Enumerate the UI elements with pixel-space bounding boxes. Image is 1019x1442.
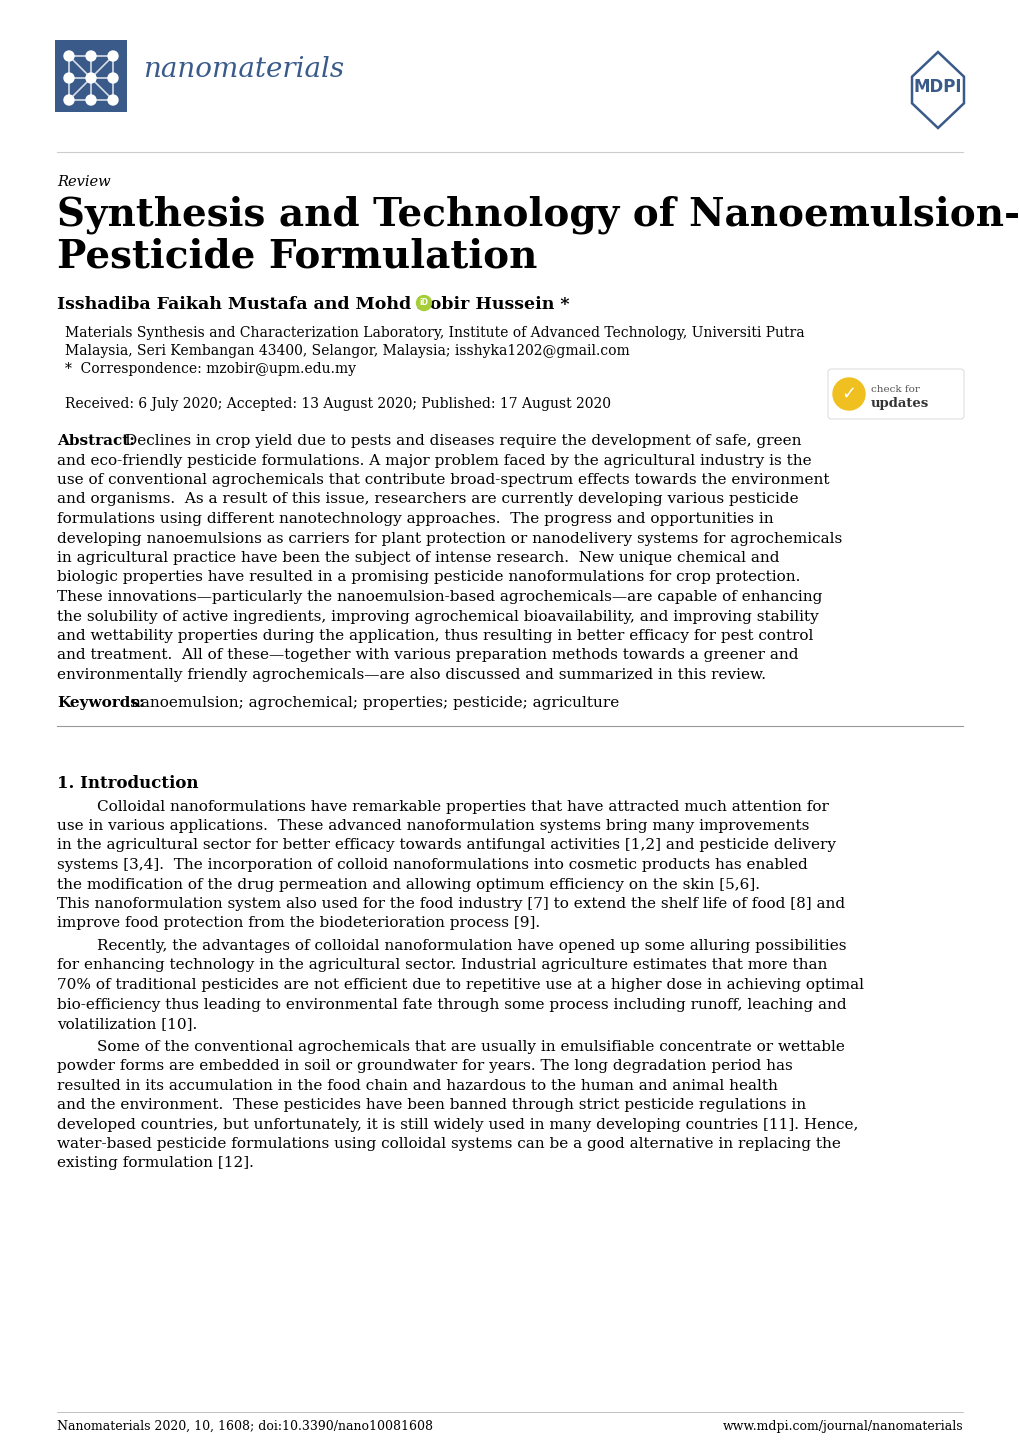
Text: These innovations—particularly the nanoemulsion-based agrochemicals—are capable : These innovations—particularly the nanoe… [57, 590, 821, 604]
Circle shape [86, 95, 96, 105]
Text: in agricultural practice have been the subject of intense research.  New unique : in agricultural practice have been the s… [57, 551, 779, 565]
Text: Received: 6 July 2020; Accepted: 13 August 2020; Published: 17 August 2020: Received: 6 July 2020; Accepted: 13 Augu… [65, 397, 610, 411]
Text: and treatment.  All of these—together with various preparation methods towards a: and treatment. All of these—together wit… [57, 649, 798, 662]
Text: Nanomaterials 2020, 10, 1608; doi:10.3390/nano10081608: Nanomaterials 2020, 10, 1608; doi:10.339… [57, 1420, 433, 1433]
Text: formulations using different nanotechnology approaches.  The progress and opport: formulations using different nanotechnol… [57, 512, 772, 526]
Text: and the environment.  These pesticides have been banned through strict pesticide: and the environment. These pesticides ha… [57, 1097, 805, 1112]
Text: Declines in crop yield due to pests and diseases require the development of safe: Declines in crop yield due to pests and … [125, 434, 801, 448]
Text: for enhancing technology in the agricultural sector. Industrial agriculture esti: for enhancing technology in the agricult… [57, 959, 826, 972]
Text: Isshadiba Faikah Mustafa and Mohd Zobir Hussein *: Isshadiba Faikah Mustafa and Mohd Zobir … [57, 296, 569, 313]
Text: Synthesis and Technology of Nanoemulsion-Based: Synthesis and Technology of Nanoemulsion… [57, 196, 1019, 235]
Text: MDPI: MDPI [913, 78, 961, 97]
Text: iD: iD [419, 298, 428, 307]
Text: existing formulation [12].: existing formulation [12]. [57, 1156, 254, 1171]
Circle shape [108, 95, 118, 105]
Text: updates: updates [870, 398, 928, 411]
Text: Abstract:: Abstract: [57, 434, 135, 448]
Text: use in various applications.  These advanced nanoformulation systems bring many : use in various applications. These advan… [57, 819, 809, 833]
Circle shape [416, 296, 431, 310]
Circle shape [86, 74, 96, 84]
Text: resulted in its accumulation in the food chain and hazardous to the human and an: resulted in its accumulation in the food… [57, 1079, 777, 1093]
Text: Materials Synthesis and Characterization Laboratory, Institute of Advanced Techn: Materials Synthesis and Characterization… [65, 326, 804, 340]
Text: Colloidal nanoformulations have remarkable properties that have attracted much a: Colloidal nanoformulations have remarkab… [97, 799, 828, 813]
Text: and organisms.  As a result of this issue, researchers are currently developing : and organisms. As a result of this issue… [57, 493, 798, 506]
Text: ✓: ✓ [841, 385, 856, 402]
Text: www.mdpi.com/journal/nanomaterials: www.mdpi.com/journal/nanomaterials [721, 1420, 962, 1433]
FancyBboxPatch shape [55, 40, 127, 112]
Text: and eco-friendly pesticide formulations. A major problem faced by the agricultur: and eco-friendly pesticide formulations.… [57, 453, 811, 467]
Text: improve food protection from the biodeterioration process [9].: improve food protection from the biodete… [57, 917, 540, 930]
Text: check for: check for [870, 385, 919, 395]
Text: biologic properties have resulted in a promising pesticide nanoformulations for : biologic properties have resulted in a p… [57, 571, 800, 584]
Text: systems [3,4].  The incorporation of colloid nanoformulations into cosmetic prod: systems [3,4]. The incorporation of coll… [57, 858, 807, 872]
Circle shape [86, 50, 96, 61]
Circle shape [64, 74, 74, 84]
Text: nanomaterials: nanomaterials [143, 56, 343, 84]
Text: 70% of traditional pesticides are not efficient due to repetitive use at a highe: 70% of traditional pesticides are not ef… [57, 978, 863, 992]
Text: Some of the conventional agrochemicals that are usually in emulsifiable concentr: Some of the conventional agrochemicals t… [97, 1040, 844, 1054]
Text: developed countries, but unfortunately, it is still widely used in many developi: developed countries, but unfortunately, … [57, 1118, 858, 1132]
Circle shape [64, 50, 74, 61]
Text: This nanoformulation system also used for the food industry [7] to extend the sh: This nanoformulation system also used fo… [57, 897, 845, 911]
Text: nanoemulsion; agrochemical; properties; pesticide; agriculture: nanoemulsion; agrochemical; properties; … [130, 695, 619, 709]
Text: Malaysia, Seri Kembangan 43400, Selangor, Malaysia; isshyka1202@gmail.com: Malaysia, Seri Kembangan 43400, Selangor… [65, 345, 629, 358]
Text: 1. Introduction: 1. Introduction [57, 776, 199, 793]
Text: the modification of the drug permeation and allowing optimum efficiency on the s: the modification of the drug permeation … [57, 878, 759, 891]
FancyBboxPatch shape [827, 369, 963, 420]
Text: Review: Review [57, 174, 110, 189]
Text: water-based pesticide formulations using colloidal systems can be a good alterna: water-based pesticide formulations using… [57, 1136, 840, 1151]
Text: in the agricultural sector for better efficacy towards antifungal activities [1,: in the agricultural sector for better ef… [57, 838, 836, 852]
Text: environmentally friendly agrochemicals—are also discussed and summarized in this: environmentally friendly agrochemicals—a… [57, 668, 765, 682]
Text: Recently, the advantages of colloidal nanoformulation have opened up some alluri: Recently, the advantages of colloidal na… [97, 939, 846, 953]
Text: bio-efficiency thus leading to environmental fate through some process including: bio-efficiency thus leading to environme… [57, 998, 846, 1011]
Text: volatilization [10].: volatilization [10]. [57, 1017, 197, 1031]
Text: use of conventional agrochemicals that contribute broad-spectrum effects towards: use of conventional agrochemicals that c… [57, 473, 828, 487]
Text: the solubility of active ingredients, improving agrochemical bioavailability, an: the solubility of active ingredients, im… [57, 610, 818, 623]
Text: Pesticide Formulation: Pesticide Formulation [57, 236, 537, 275]
Text: Keywords:: Keywords: [57, 695, 145, 709]
Circle shape [108, 74, 118, 84]
Text: *  Correspondence: mzobir@upm.edu.my: * Correspondence: mzobir@upm.edu.my [65, 362, 356, 376]
Circle shape [833, 378, 864, 410]
Text: and wettability properties during the application, thus resulting in better effi: and wettability properties during the ap… [57, 629, 812, 643]
Text: developing nanoemulsions as carriers for plant protection or nanodelivery system: developing nanoemulsions as carriers for… [57, 532, 842, 545]
Text: powder forms are embedded in soil or groundwater for years. The long degradation: powder forms are embedded in soil or gro… [57, 1058, 792, 1073]
Circle shape [108, 50, 118, 61]
Circle shape [64, 95, 74, 105]
